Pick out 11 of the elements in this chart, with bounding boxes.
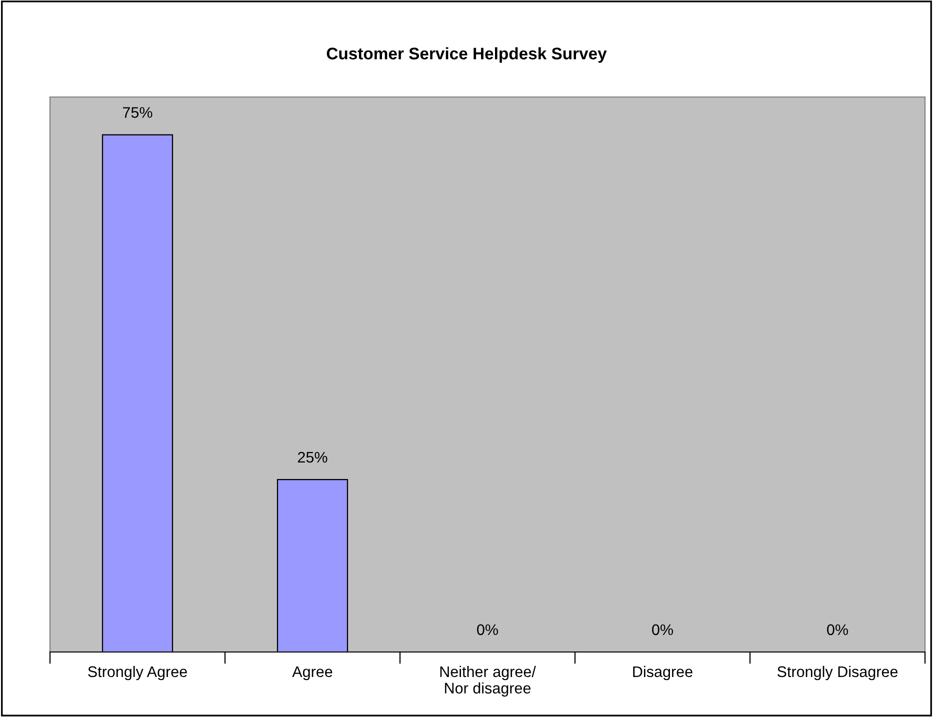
data-label: 0% (477, 624, 498, 636)
data-label: 0% (652, 624, 673, 636)
x-tick-label: Strongly Disagree (777, 666, 898, 680)
x-tick-label: Neither agree/ Nor disagree (440, 666, 536, 697)
chart-title: Customer Service Helpdesk Survey (326, 47, 607, 63)
x-tick-label: Disagree (633, 666, 692, 680)
data-label: 75% (122, 107, 152, 118)
x-tick-label: Strongly Agree (88, 666, 187, 680)
x-tick-label: Agree (292, 666, 332, 680)
data-label: 25% (298, 452, 328, 463)
data-label: 0% (827, 624, 848, 636)
